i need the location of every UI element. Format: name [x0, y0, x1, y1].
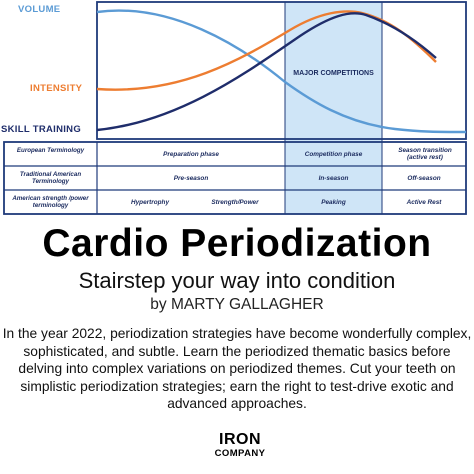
row-label-traditional-american: Traditional American Terminology: [19, 171, 82, 185]
article-summary: In the year 2022, periodization strategi…: [2, 326, 472, 411]
cell-preparation-phase: Preparation phase: [163, 151, 219, 158]
chart-frame: [96, 1, 467, 140]
cell-peaking: Peaking: [321, 199, 346, 206]
volume-curve: [96, 9, 467, 134]
page-title: Cardio Periodization: [42, 222, 432, 265]
author-byline: by MARTY GALLAGHER: [150, 296, 324, 313]
cell-pre-season: Pre-season: [173, 175, 209, 182]
cell-season-transition: Season transition (active rest): [398, 147, 452, 161]
skill-training-curve: [96, 12, 437, 132]
logo-line-company: COMPANY: [214, 448, 266, 459]
cell-in-season: In-season: [318, 175, 349, 182]
periodization-diagram: VOLUME INTENSITY SKILL TRAINING MAJOR CO…: [0, 0, 474, 216]
page-subtitle: Stairstep your way into condition: [78, 268, 396, 293]
iron-company-logo: IRON COMPANY: [212, 431, 268, 460]
cell-hypertrophy: Hypertrophy: [131, 199, 169, 206]
table-frame: [3, 141, 467, 215]
diagram-svg: [3, 1, 467, 215]
intensity-label: INTENSITY: [30, 83, 83, 94]
volume-label: VOLUME: [18, 4, 61, 15]
skill-training-label: SKILL TRAINING: [1, 124, 82, 135]
major-competitions-label: MAJOR COMPETITIONS: [293, 70, 374, 77]
cell-strength-power: Strength/Power: [211, 199, 259, 206]
cell-active-rest: Active Rest: [406, 199, 442, 206]
cell-competition-phase: Competition phase: [304, 151, 363, 158]
row-label-european: European Terminology: [16, 147, 85, 154]
competition-highlight: [285, 2, 382, 214]
row-label-american-strength: American strength /power terminology: [12, 195, 89, 209]
logo-line-iron: IRON: [219, 431, 261, 448]
cell-off-season: Off-season: [407, 175, 441, 182]
